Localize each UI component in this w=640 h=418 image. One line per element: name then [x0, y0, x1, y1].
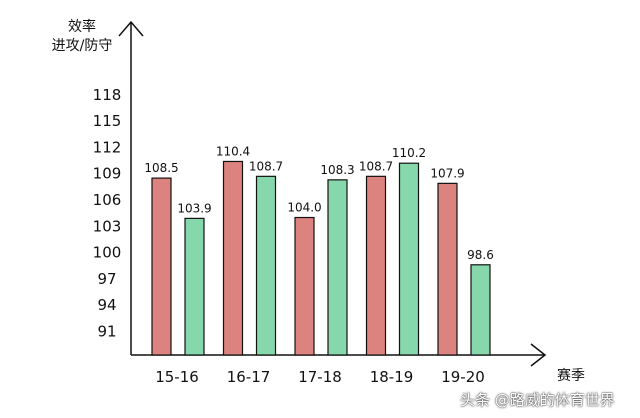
data-label: 108.7	[359, 159, 393, 173]
y-tick-label: 106	[93, 191, 122, 209]
data-label: 110.2	[392, 146, 426, 160]
x-axis-title: 赛季	[557, 368, 585, 384]
y-tick-label: 103	[93, 217, 122, 235]
y-tick-label: 118	[93, 86, 122, 104]
x-tick-label: 19-20	[441, 368, 485, 386]
bar-defense-18-19	[398, 162, 420, 356]
x-tick-labels: 15-16 16-17 17-18 18-19 19-20	[155, 368, 485, 386]
y-tick-label: 109	[93, 165, 122, 183]
y-tick-label: 94	[97, 296, 116, 314]
watermark: 头条 @路威的体育世界	[460, 391, 615, 409]
bar-defense-16-17	[255, 175, 277, 356]
data-label: 108.5	[144, 161, 178, 175]
bars	[151, 160, 491, 356]
y-tick-label: 100	[93, 244, 122, 262]
y-tick-label: 91	[97, 322, 116, 340]
data-label: 107.9	[430, 166, 464, 180]
data-label: 103.9	[177, 201, 211, 215]
data-label: 110.4	[216, 144, 250, 158]
y-tick-label: 115	[93, 112, 122, 130]
data-label: 98.6	[467, 248, 494, 262]
bar-offense-17-18	[294, 216, 315, 356]
bar-offense-18-19	[365, 175, 387, 356]
y-tick-labels: 91 94 97 100 103 106 109 112 115 118	[93, 86, 122, 340]
y-axis-title-line2: 进攻/防守	[52, 38, 113, 54]
data-label: 108.3	[320, 163, 354, 177]
y-tick-label: 112	[93, 138, 122, 156]
x-tick-label: 18-19	[370, 368, 414, 386]
x-axis-arrow	[530, 343, 547, 367]
data-label: 108.7	[249, 159, 283, 173]
bar-offense-16-17	[222, 160, 244, 356]
x-tick-label: 15-16	[155, 368, 199, 386]
x-tick-label: 17-18	[298, 368, 342, 386]
bar-defense-17-18	[327, 179, 348, 356]
x-tick-label: 16-17	[227, 368, 271, 386]
y-axis-arrow	[118, 20, 144, 37]
y-tick-label: 97	[97, 270, 116, 288]
bar-offense-19-20	[437, 182, 458, 356]
bar-defense-19-20	[470, 264, 491, 356]
bar-offense-15-16	[151, 177, 172, 356]
y-axis-title-line1: 效率	[68, 18, 96, 35]
bar-defense-15-16	[184, 217, 205, 356]
data-label: 104.0	[287, 201, 321, 215]
